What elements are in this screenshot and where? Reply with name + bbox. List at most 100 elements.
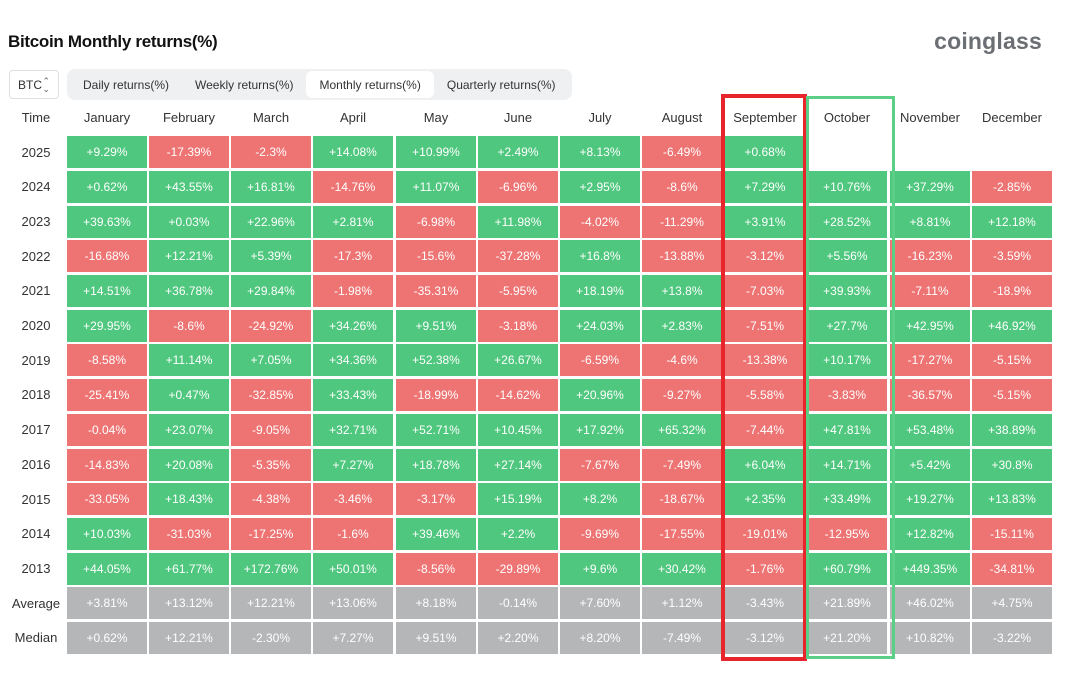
return-cell: -5.15% [972,344,1052,377]
return-cell: -13.38% [725,344,805,377]
return-cell: +8.18% [396,587,476,620]
return-cell: +39.46% [396,517,476,550]
return-cell: +34.36% [313,344,393,377]
return-cell: -17.55% [642,517,722,550]
return-cell: -16.68% [67,240,147,273]
return-cell: -35.31% [396,275,476,307]
page-title: Bitcoin Monthly returns(%) [8,32,218,51]
return-cell: +8.13% [560,136,640,169]
table-row: 2015 -33.05% +18.43% -4.38% -3.46% -3.17% +15.… [0,482,1068,517]
return-cell: -17.27% [890,344,970,377]
month-header-may: May [423,109,449,125]
month-header-april: April [339,109,366,125]
return-cell: -2.30% [231,622,311,654]
return-cell: +6.04% [725,448,805,481]
return-cell: -3.83% [807,379,887,412]
return-cell: +52.38% [396,344,476,377]
return-cell: -34.81% [972,552,1052,585]
year-label: 2024 [21,179,51,195]
return-cell: +0.68% [725,136,805,169]
tab-daily-returns[interactable]: Daily returns(%) [83,77,170,92]
return-cell: +28.52% [807,205,887,238]
return-cell: +7.05% [231,344,311,377]
return-cell: -17.3% [313,240,393,273]
tab-quarterly-returns[interactable]: Quarterly returns(%) [446,77,556,92]
return-cell: -7.51% [725,309,805,342]
return-cell: -8.6% [642,170,722,203]
return-cell: +0.62% [67,170,147,203]
year-label: 2013 [21,560,51,576]
month-header-november: November [900,109,960,125]
return-cell: -9.69% [560,517,640,550]
return-cell: +42.95% [890,309,970,342]
return-cell: +5.42% [890,448,970,481]
return-cell: -2.85% [972,170,1052,203]
return-cell: +10.99% [396,136,476,169]
return-cell: +14.51% [67,275,147,307]
return-cell: +16.81% [231,170,311,203]
return-cell: -32.85% [231,379,311,412]
return-cell: +3.91% [725,205,805,238]
return-cell: +10.82% [890,622,970,654]
stat-row: Average +3.81% +13.12% +12.21% +13.06% +8.18%… [0,586,1068,621]
return-cell: +9.51% [396,309,476,342]
return-cell: +39.93% [807,275,887,307]
return-cell: -3.43% [725,587,805,620]
year-label: 2018 [21,387,51,403]
return-cell: -7.03% [725,275,805,307]
return-cell: -7.67% [560,448,640,481]
return-cell: -5.95% [478,275,558,307]
table-row: 2014 +10.03% -31.03% -17.25% -1.6% +39.46% +2.… [0,516,1068,551]
return-cell: +7.27% [313,622,393,654]
return-cell: -18.99% [396,379,476,412]
chevron-updown-icon: ⌃ ⌄ [42,75,50,94]
return-cell: +0.62% [67,622,147,654]
tab-monthly-returns[interactable]: Monthly returns(%) [306,71,434,98]
return-cell: -4.38% [231,483,311,516]
stat-row: Median +0.62% +12.21% -2.30% +7.27% +9.51% +2.… [0,621,1068,656]
return-cell: +43.55% [149,170,229,203]
return-cell: +19.27% [890,483,970,516]
return-cell: +172.76% [231,552,311,585]
table-row: 2013 +44.05% +61.77% +172.76% +50.01% -8.56% -… [0,551,1068,586]
return-cell: -1.6% [313,517,393,550]
return-cell: -33.05% [67,483,147,516]
tab-weekly-returns[interactable]: Weekly returns(%) [195,77,294,92]
return-cell: +9.6% [560,552,640,585]
return-cell: -37.28% [478,240,558,273]
coin-select[interactable]: BTC ⌃ ⌄ [9,70,59,99]
return-cell: +12.82% [890,517,970,550]
return-cell: -0.04% [67,413,147,446]
stat-label: Median [14,630,58,646]
return-cell: +24.03% [560,309,640,342]
return-cell: -3.12% [725,240,805,273]
return-cell: +7.29% [725,170,805,203]
return-cell: +39.63% [67,205,147,238]
table-row: 2024 +0.62% +43.55% +16.81% -14.76% +11.07% -6… [0,169,1068,204]
return-cell: +14.08% [313,136,393,169]
return-cell: -24.92% [231,309,311,342]
month-header-january: January [83,109,131,125]
return-cell: -2.3% [231,136,311,169]
return-cell: +10.76% [807,170,887,203]
table-row: 2018 -25.41% +0.47% -32.85% +33.43% -18.99% -1… [0,378,1068,413]
return-cell: +13.83% [972,483,1052,516]
year-label: 2015 [21,491,51,507]
table-header-row: Time January February March April May June July… [0,100,1068,135]
table-row: 2019 -8.58% +11.14% +7.05% +34.36% +52.38% +26… [0,343,1068,378]
return-cell: +2.35% [725,483,805,516]
return-cell: +2.83% [642,309,722,342]
year-label: 2021 [21,283,51,299]
return-cell: +22.96% [231,205,311,238]
return-cell: -17.39% [149,136,229,169]
month-header-february: February [162,109,216,125]
return-cell: +2.95% [560,170,640,203]
return-cell: +7.60% [560,587,640,620]
return-cell: +2.81% [313,205,393,238]
return-cell: +61.77% [149,552,229,585]
return-cell: +34.26% [313,309,393,342]
return-cell: +38.89% [972,413,1052,446]
year-label: 2023 [21,213,51,229]
return-cell: +10.17% [807,344,887,377]
return-cell: -7.11% [890,275,970,307]
